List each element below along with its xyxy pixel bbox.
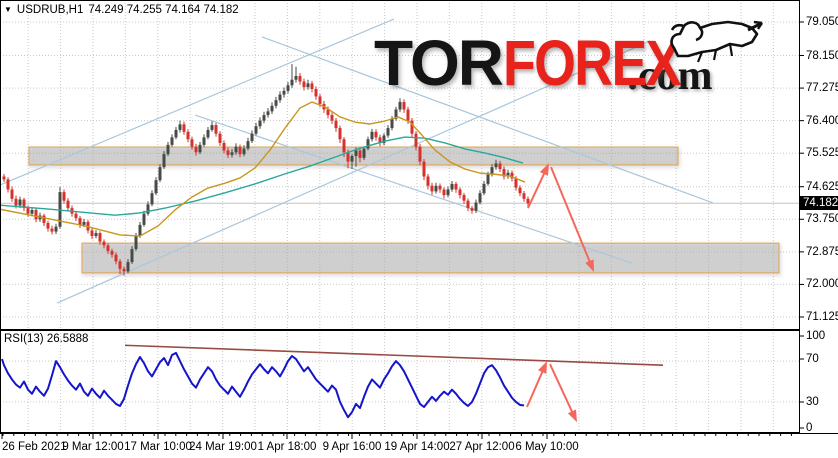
descending-upper <box>261 36 714 204</box>
time-tick-label: 17 Mar 10:00 <box>124 441 192 453</box>
rsi-pane <box>1 344 664 419</box>
ohlc-quotes-label: 74.249 74.255 74.164 74.182 <box>88 4 239 16</box>
support-zone <box>81 242 780 274</box>
chart-title: ▼ USDRUB,H1 74.249 74.255 74.164 74.182 <box>4 4 239 16</box>
price-tick-label: 74.625 <box>806 180 838 193</box>
logo-tor-text: TOR <box>374 27 504 100</box>
ma-slow <box>0 136 524 216</box>
time-tick-label: 24 Mar 19:00 <box>189 441 257 453</box>
logo-forex-text: FOREX <box>502 27 681 100</box>
time-tick-label: 27 Apr 12:00 <box>449 441 515 453</box>
symbol-dropdown-icon[interactable]: ▼ <box>4 5 12 14</box>
rsi-indicator-label: RSI(13) 26.5888 <box>4 333 89 345</box>
price-tick-label: 72.875 <box>806 245 838 258</box>
price-tick-label: 79.050 <box>806 16 838 28</box>
current-price-tag: 74.182 <box>800 196 838 211</box>
time-tick-label: 26 Feb 2021 <box>2 441 67 453</box>
logo-dotcom-text: .com <box>627 53 713 100</box>
rsi-tick-label: 100 <box>806 330 826 342</box>
rsi-line <box>1 351 525 419</box>
bull-icon <box>670 20 763 63</box>
price-tick-label: 72.000 <box>806 278 838 291</box>
trendlines <box>0 18 714 304</box>
rsi-tick-label: 30 <box>806 396 819 408</box>
rsi-tick-label: 70 <box>806 353 819 365</box>
ma-slow <box>0 136 524 216</box>
time-tick-label: 9 Mar 12:00 <box>62 441 124 453</box>
rsi-trendline <box>124 344 664 366</box>
axis-ticks <box>1 21 804 439</box>
ascending-lower <box>56 40 651 304</box>
time-tick-label: 9 Apr 16:00 <box>322 441 382 453</box>
pane-borders <box>0 0 838 434</box>
price-tick-label: 77.275 <box>806 82 838 95</box>
ma-fast <box>0 101 526 237</box>
price-tick-label: 76.400 <box>806 114 838 127</box>
price-tick-label: 75.525 <box>806 147 838 160</box>
time-tick-label: 19 Apr 14:00 <box>384 441 450 453</box>
price-tick-label: 73.750 <box>806 213 838 226</box>
time-tick-label: 6 May 10:00 <box>515 441 579 453</box>
time-tick-label: 1 Apr 18:00 <box>257 441 317 453</box>
ma-fast <box>0 101 526 237</box>
symbol-timeframe-label: USDRUB,H1 <box>16 4 84 16</box>
forecast-arrows-main <box>527 163 594 273</box>
rsi-tick-label: 0 <box>806 422 813 434</box>
torforex-watermark: TOR FOREX .com <box>374 20 804 100</box>
descending-lower <box>194 114 633 264</box>
price-tick-label: 71.125 <box>806 311 838 323</box>
forecast-arrows-rsi <box>526 361 577 423</box>
support-resistance-zones <box>28 146 780 274</box>
ascending-upper <box>0 18 395 186</box>
price-tick-label: 78.150 <box>806 49 838 62</box>
